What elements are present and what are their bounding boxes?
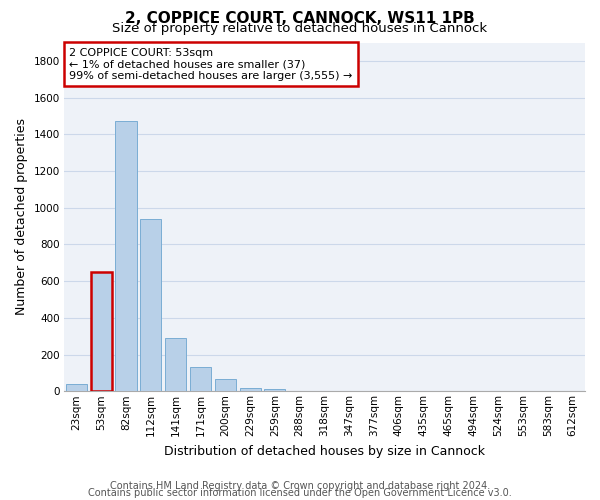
Text: Contains HM Land Registry data © Crown copyright and database right 2024.: Contains HM Land Registry data © Crown c… bbox=[110, 481, 490, 491]
Bar bbox=[140, 218, 161, 392]
Text: 2, COPPICE COURT, CANNOCK, WS11 1PB: 2, COPPICE COURT, CANNOCK, WS11 1PB bbox=[125, 11, 475, 26]
Bar bbox=[190, 368, 211, 392]
Bar bbox=[165, 338, 186, 392]
Text: Size of property relative to detached houses in Cannock: Size of property relative to detached ho… bbox=[112, 22, 488, 35]
Bar bbox=[66, 384, 87, 392]
Y-axis label: Number of detached properties: Number of detached properties bbox=[15, 118, 28, 316]
X-axis label: Distribution of detached houses by size in Cannock: Distribution of detached houses by size … bbox=[164, 444, 485, 458]
Bar bbox=[239, 388, 260, 392]
Bar bbox=[91, 272, 112, 392]
Bar bbox=[215, 380, 236, 392]
Bar bbox=[265, 390, 286, 392]
Text: 2 COPPICE COURT: 53sqm
← 1% of detached houses are smaller (37)
99% of semi-deta: 2 COPPICE COURT: 53sqm ← 1% of detached … bbox=[69, 48, 353, 81]
Text: Contains public sector information licensed under the Open Government Licence v3: Contains public sector information licen… bbox=[88, 488, 512, 498]
Bar bbox=[115, 122, 137, 392]
